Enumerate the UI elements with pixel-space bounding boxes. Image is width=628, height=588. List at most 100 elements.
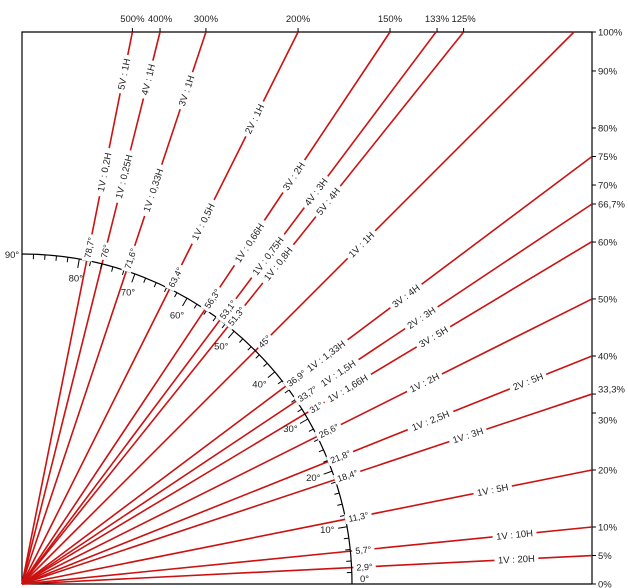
protractor-minor-tick (164, 287, 168, 293)
slope-ratio-label: 1V : 0,5H (190, 202, 218, 242)
slope-ratio-label: 3V : 1H (177, 74, 197, 108)
top-axis-label: 125% (451, 14, 476, 25)
protractor-minor-tick (345, 549, 351, 551)
protractor-degree-label: 90° (5, 250, 20, 261)
slope-ray (21, 298, 593, 585)
right-axis-label: 50% (598, 294, 618, 305)
right-axis-label: 70% (598, 181, 618, 192)
slope-ratio-label: 3V : 5H (417, 325, 450, 351)
protractor-minor-tick (100, 263, 103, 269)
slope-ratio-label-group: 5V : 1H (115, 53, 133, 95)
slope-ratio-label-group: 3V : 2H (278, 157, 309, 196)
slope-ratio-label-backdrop (115, 53, 133, 95)
slope-ratio-label-group: 2V : 3H (402, 302, 441, 333)
top-axis-label: 150% (378, 14, 403, 25)
protractor-minor-tick (89, 261, 92, 267)
slope-angle-label-group: 31° (305, 398, 327, 417)
protractor-minor-tick (221, 323, 226, 329)
protractor-major-tick (227, 330, 235, 339)
protractor-minor-tick (343, 537, 349, 540)
right-axis-label: 30% (598, 415, 618, 426)
slope-angle-label: 78,7° (83, 236, 97, 259)
slope-ratio-label-backdrop (175, 70, 198, 111)
slope-ratio-label: 1V : 2H (408, 371, 441, 395)
slope-ratio-label-backdrop (300, 173, 332, 211)
slope-ratio-label-group: 1V : 10H (492, 527, 537, 543)
slope-angle-label-group: 56,3° (200, 284, 224, 313)
slope-ray (21, 31, 207, 585)
slope-ratio-label-backdrop (138, 59, 158, 100)
right-axis-label: 20% (598, 465, 618, 476)
slope-ratio-label-backdrop (230, 217, 269, 269)
slope-angle-label-backdrop (326, 446, 355, 467)
slope-ratio-label: 3V : 4H (391, 283, 423, 311)
protractor-minor-tick (66, 257, 69, 263)
slope-ratio-label-backdrop (472, 481, 513, 499)
slope-angle-label-group: 71,6° (121, 244, 140, 273)
slope-ratio-label: 1V : 0,2H (96, 152, 115, 193)
slope-ratio-label: 1V : 5H (476, 482, 509, 499)
slope-angle-label-backdrop (98, 241, 113, 262)
protractor-degree-label: 10° (320, 525, 335, 536)
slope-angle-label-group: 21,8° (326, 446, 355, 467)
protractor-minor-tick (239, 338, 244, 343)
right-axis-label: 90% (598, 66, 618, 77)
slope-ratio-label-backdrop (322, 370, 374, 407)
protractor-degree-label: 0° (360, 574, 369, 585)
protractor-minor-tick (203, 310, 207, 315)
protractor-major-tick (131, 273, 136, 283)
slope-ratio-label-backdrop (387, 280, 425, 312)
slope-ratio-label-group: 1V : 1H (344, 227, 379, 262)
protractor-minor-tick (284, 389, 290, 394)
axis-labels: 500% 400% 300% 200% 150% 133% 125% 100% 90% 80% 75… (120, 14, 625, 588)
protractor-minor-tick (297, 408, 303, 413)
protractor-minor-tick (337, 503, 343, 506)
slope-angle-label-backdrop (81, 233, 97, 262)
slope-angle-label-backdrop (282, 366, 311, 391)
slope-ratio-label-group: 3V : 4H (387, 280, 425, 312)
right-axis-label: 100% (598, 28, 623, 39)
slope-ratio-label-backdrop (258, 241, 298, 287)
slope-ratio-label-group: 1V : 0,2H (94, 147, 115, 198)
slope-ratio-label-group: 2V : 1H (241, 99, 268, 139)
slope-angle-label: 76° (99, 243, 112, 259)
slope-ratio-label: 1V : 0,33H (142, 167, 167, 213)
slope-labels: 78,7° 1V : 0,2H 5V : 1H 76° 1V : 0,25H 4V : 1… (81, 53, 548, 573)
slope-ratio-label-backdrop (94, 147, 115, 198)
protractor-minor-tick (277, 380, 283, 385)
slope-angle-label-group: 63,4° (164, 262, 186, 292)
slope-ratio-label: 2V : 3H (406, 305, 439, 332)
slope-angle-label: 2,9° (356, 562, 373, 573)
slope-ratio-label-group: 1V : 2H (404, 369, 445, 396)
slope-angle-label-backdrop (314, 420, 344, 442)
protractor-degree-label: 30° (283, 424, 298, 435)
protractor-minor-tick (143, 277, 147, 283)
slope-ray (21, 31, 575, 585)
slope-ratio-label-backdrop (139, 163, 167, 218)
protractor-major-tick (267, 371, 276, 379)
slope-angle-label-group: 11,3° (344, 509, 373, 525)
slope-angle-label-backdrop (344, 509, 373, 525)
right-axis-label: 60% (598, 238, 618, 249)
slope-angle-label-backdrop (293, 382, 322, 406)
right-axis-label: 5% (598, 551, 612, 562)
slope-ray (21, 31, 134, 585)
protractor-minor-tick (318, 449, 324, 453)
slope-angle-label-backdrop (200, 284, 224, 313)
slope-angle-label-group: 2,9° (353, 561, 377, 573)
protractor-degree-label: 70° (121, 288, 136, 299)
slope-rays (21, 31, 593, 585)
protractor-minor-tick (291, 399, 296, 403)
right-axis-label: 10% (598, 523, 618, 534)
slope-angle-label-backdrop (333, 466, 362, 485)
protractor-major-tick (77, 258, 80, 268)
slope-ratio-label-group: 1V : 3H (447, 424, 488, 446)
slope-angle-label: 18,4° (336, 468, 360, 484)
slope-ratio-label-backdrop (344, 227, 379, 262)
protractor-arc (21, 253, 353, 585)
protractor-minor-tick (308, 428, 314, 432)
protractor-minor-tick (255, 354, 260, 359)
slope-ratio-label-group: 4V : 1H (138, 59, 158, 100)
slope-angle-label-group: 5,7° (351, 543, 375, 556)
